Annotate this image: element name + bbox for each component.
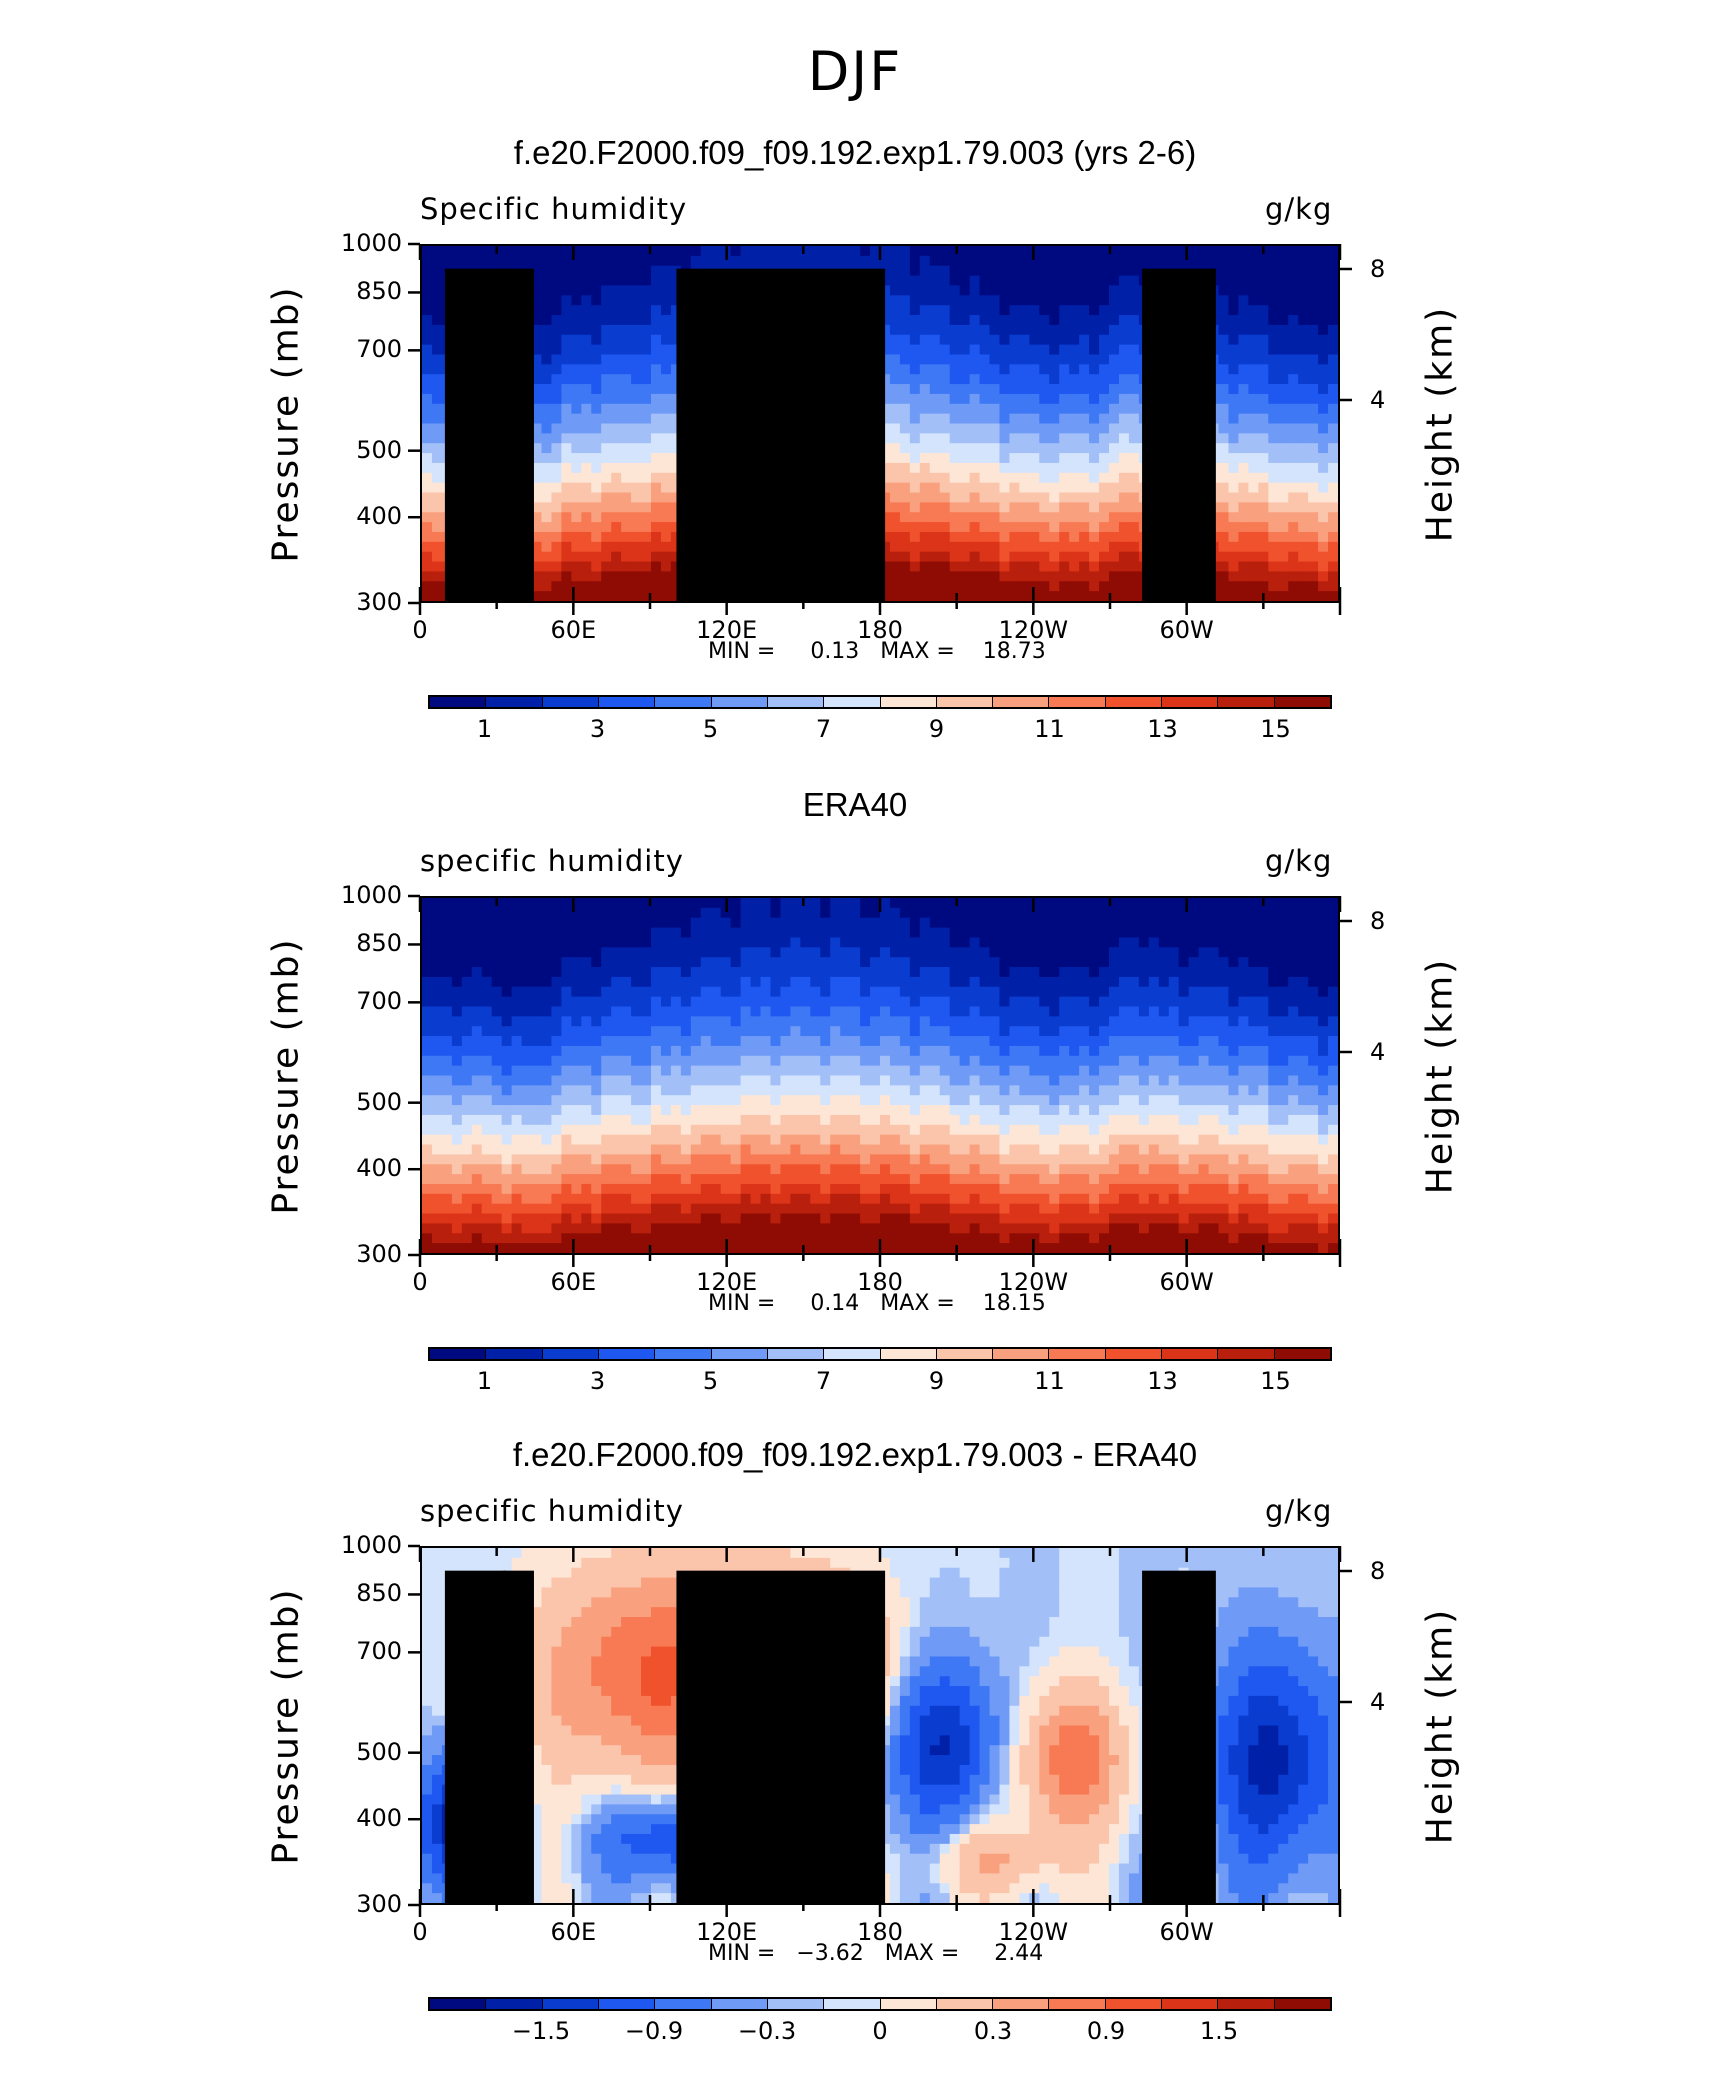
y-tick-label: 850 <box>322 277 402 305</box>
y-tick-label: 300 <box>322 588 402 616</box>
y-tick-label: 700 <box>322 335 402 363</box>
colorbar-swatch <box>993 697 1049 707</box>
y-axis-title: Pressure (mb) <box>266 285 307 562</box>
x-tick-label: 0 <box>412 616 427 644</box>
y-tick-label: 500 <box>322 436 402 464</box>
colorbar-label: 7 <box>816 715 831 743</box>
colorbar-label: 9 <box>929 715 944 743</box>
y-tick-label: 400 <box>322 502 402 530</box>
colorbar-label: 13 <box>1147 715 1178 743</box>
colorbar-swatch <box>1162 697 1218 707</box>
colorbar-swatch <box>655 697 711 707</box>
colorbar-label: 11 <box>1034 715 1065 743</box>
colorbar-label: 5 <box>703 715 718 743</box>
x-tick-label: 60W <box>1160 616 1214 644</box>
height-tick-label: 4 <box>1370 386 1385 414</box>
x-tick-label: 60E <box>550 616 596 644</box>
colorbar-label: 3 <box>590 715 605 743</box>
colorbar-swatch <box>937 697 993 707</box>
colorbar-swatch <box>486 697 542 707</box>
colorbar-swatch <box>543 697 599 707</box>
colorbar-swatch <box>824 697 880 707</box>
colorbar-label: 1 <box>477 715 492 743</box>
colorbar-swatch <box>1218 697 1274 707</box>
y-tick-label: 1000 <box>322 229 402 257</box>
colorbar-swatch <box>1049 697 1105 707</box>
min-max-readout: MIN = 0.13 MAX = 18.73 <box>708 639 1046 664</box>
height-tick-label: 8 <box>1370 255 1385 283</box>
colorbar <box>428 695 1332 709</box>
y2-axis-title: Height (km) <box>1420 306 1461 542</box>
colorbar-swatch <box>430 697 486 707</box>
figure-title: DJF <box>0 40 1710 103</box>
colorbar-swatch <box>1106 697 1162 707</box>
colorbar-swatch <box>881 697 937 707</box>
colorbar-label: 15 <box>1260 715 1291 743</box>
panel-1: f.e20.F2000.f09_f09.192.exp1.79.003 (yrs… <box>0 134 1710 784</box>
colorbar-swatch <box>712 697 768 707</box>
colorbar-swatch <box>1275 697 1330 707</box>
colorbar-swatch <box>768 697 824 707</box>
colorbar-swatch <box>599 697 655 707</box>
